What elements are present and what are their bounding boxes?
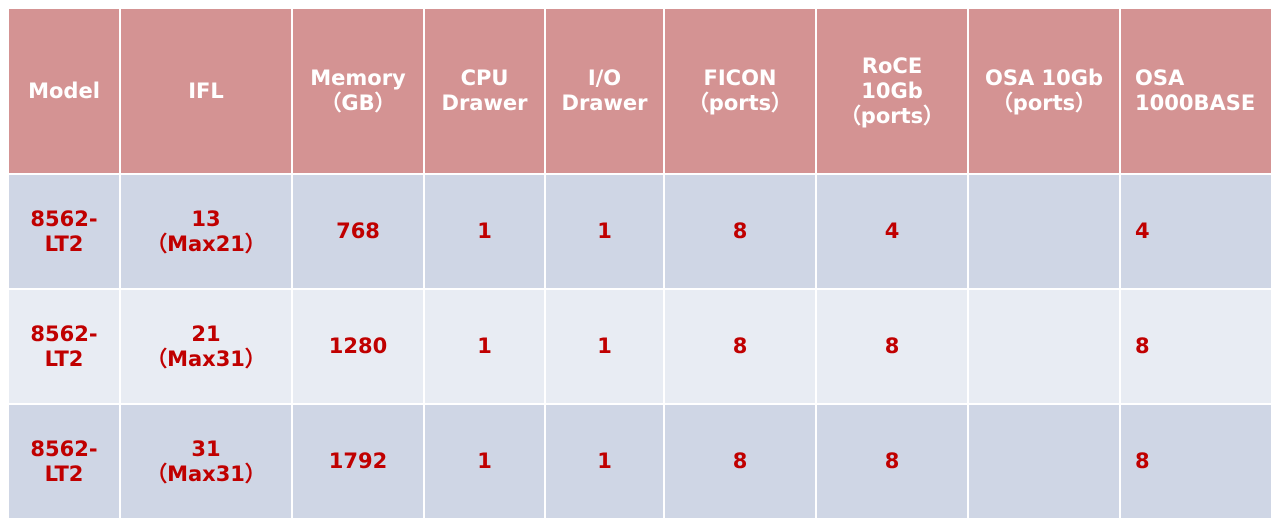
header-text: 10Gb [861,78,923,103]
cell-ifl: 13 （Max21） [119,173,293,290]
cell-cpu: 1 [423,403,546,520]
header-osa-10gb: OSA 10Gb （ports） [967,7,1121,175]
header-text: CPU [460,66,509,90]
cell-model: 8562- LT2 [7,173,121,290]
header-text: （ports） [991,91,1097,115]
cell-io: 1 [544,403,665,520]
cell-text: 8 [732,449,748,473]
header-text: Memory [310,66,406,90]
header-text: RoCE [861,53,923,78]
header-text: IFL [188,78,224,103]
header-text: Drawer [441,91,528,115]
header-model: Model [7,7,121,175]
cell-ficon: 8 [663,403,817,520]
header-text: OSA 10Gb [984,66,1104,90]
cell-text: 4 [884,219,900,243]
ifl-model-table: Model IFL Memory （GB） CPU Drawer I/O Drawer… [7,7,1273,520]
header-ficon: FICON （ports） [663,7,817,175]
header-memory: Memory （GB） [291,7,425,175]
cell-osa10 [967,173,1121,290]
cell-roce: 8 [815,403,969,520]
header-text: OSA [1135,66,1185,90]
header-text: （ports） [687,91,793,115]
cell-ficon: 8 [663,288,817,405]
cell-ifl: 31 （Max31） [119,403,293,520]
cell-text: 1 [477,449,492,473]
cell-model: 8562- LT2 [7,403,121,520]
cell-model: 8562- LT2 [7,288,121,405]
header-osa-1000base: OSA 1000BASE [1119,7,1273,175]
table-row: 8562- LT2 13 （Max21） 768 1 1 8 4 4 [7,173,1273,290]
cell-osa10 [967,403,1121,520]
cell-text: （Max31） [146,346,266,371]
header-io-drawer: I/O Drawer [544,7,665,175]
cell-io: 1 [544,173,665,290]
table-row: 8562- LT2 21 （Max31） 1280 1 1 8 8 8 [7,288,1273,405]
cell-text: 8562- [30,206,98,231]
cell-text: 8 [732,219,748,243]
cell-text: 8 [884,449,900,473]
cell-memory: 1792 [291,403,425,520]
cell-roce: 4 [815,173,969,290]
header-cpu-drawer: CPU Drawer [423,7,546,175]
cell-memory: 768 [291,173,425,290]
header-text: （ports） [839,103,945,128]
cell-text: 1280 [328,334,388,358]
cell-text: 21 [191,321,221,346]
cell-text: 1 [477,334,492,358]
cell-text: 4 [1135,219,1150,243]
header-ifl: IFL [119,7,293,175]
cell-text: 8562- [30,436,98,461]
table-row: 8562- LT2 31 （Max31） 1792 1 1 8 8 8 [7,403,1273,520]
cell-text: LT2 [44,461,84,486]
cell-text: 1792 [328,449,388,473]
header-text: （GB） [320,91,396,115]
cell-text: 1 [597,219,612,243]
cell-text: 13 [191,206,221,231]
cell-text: 8 [884,334,900,358]
cell-osa1000: 4 [1119,173,1273,290]
cell-text: 8562- [30,321,98,346]
cell-text: 8 [732,334,748,358]
cell-cpu: 1 [423,288,546,405]
cell-memory: 1280 [291,288,425,405]
cell-text: 768 [336,219,380,243]
cell-text: 1 [597,449,612,473]
cell-io: 1 [544,288,665,405]
cell-text: LT2 [44,231,84,256]
header-roce: RoCE 10Gb （ports） [815,7,969,175]
header-text: Drawer [561,91,648,115]
cell-text: 8 [1135,449,1150,473]
cell-text: （Max21） [146,231,266,256]
cell-osa1000: 8 [1119,288,1273,405]
cell-osa1000: 8 [1119,403,1273,520]
cell-text: 1 [597,334,612,358]
cell-text: 8 [1135,334,1150,358]
header-text: Model [28,78,100,103]
header-text: 1000BASE [1135,91,1256,115]
header-text: FICON [703,66,777,90]
cell-roce: 8 [815,288,969,405]
cell-text: LT2 [44,346,84,371]
cell-cpu: 1 [423,173,546,290]
cell-text: 1 [477,219,492,243]
cell-text: （Max31） [146,461,266,486]
cell-text: 31 [191,436,221,461]
cell-osa10 [967,288,1121,405]
cell-ifl: 21 （Max31） [119,288,293,405]
header-row: Model IFL Memory （GB） CPU Drawer I/O Drawer… [7,7,1273,175]
header-text: I/O [587,66,622,90]
cell-ficon: 8 [663,173,817,290]
